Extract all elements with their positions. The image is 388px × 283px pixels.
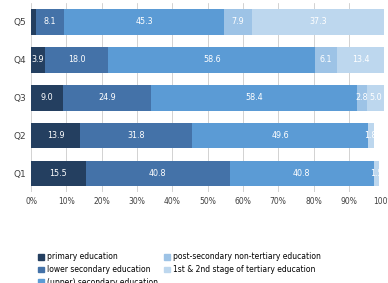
Text: 58.4: 58.4 <box>245 93 263 102</box>
Text: 9.0: 9.0 <box>41 93 53 102</box>
Bar <box>230 160 374 186</box>
Bar <box>374 160 379 186</box>
Text: 58.6: 58.6 <box>203 55 221 64</box>
Bar <box>86 160 230 186</box>
Bar <box>31 9 36 35</box>
Text: 45.3: 45.3 <box>135 17 153 26</box>
Bar <box>367 85 385 111</box>
Bar <box>151 85 357 111</box>
Text: 13.9: 13.9 <box>47 131 64 140</box>
Text: 2.8: 2.8 <box>355 93 368 102</box>
Bar <box>252 9 384 35</box>
Bar <box>224 9 252 35</box>
Text: 6.1: 6.1 <box>320 55 332 64</box>
Text: 15.5: 15.5 <box>50 169 67 178</box>
Bar <box>45 47 108 73</box>
Bar <box>31 85 63 111</box>
Text: 24.9: 24.9 <box>98 93 116 102</box>
Text: 49.6: 49.6 <box>271 131 289 140</box>
Bar <box>192 123 367 149</box>
Bar <box>63 85 151 111</box>
Bar <box>80 123 192 149</box>
Text: 13.4: 13.4 <box>352 55 369 64</box>
Bar <box>31 47 45 73</box>
Bar <box>367 123 374 149</box>
Bar <box>31 123 80 149</box>
Text: 1.8: 1.8 <box>364 131 377 140</box>
Text: 8.1: 8.1 <box>44 17 56 26</box>
Bar <box>315 47 337 73</box>
Text: 40.8: 40.8 <box>293 169 311 178</box>
Bar <box>64 9 224 35</box>
Text: 1.5: 1.5 <box>370 169 383 178</box>
Bar <box>36 9 64 35</box>
Text: 3.9: 3.9 <box>31 55 44 64</box>
Text: 18.0: 18.0 <box>68 55 85 64</box>
Bar <box>31 160 86 186</box>
Text: 37.3: 37.3 <box>309 17 327 26</box>
Legend: primary education, lower secondary education, (upper) secondary education, post-: primary education, lower secondary educa… <box>35 249 324 283</box>
Text: 7.9: 7.9 <box>232 17 244 26</box>
Bar <box>337 47 384 73</box>
Bar <box>108 47 315 73</box>
Bar <box>357 85 367 111</box>
Text: 5.0: 5.0 <box>369 93 382 102</box>
Text: 31.8: 31.8 <box>128 131 145 140</box>
Text: 40.8: 40.8 <box>149 169 166 178</box>
